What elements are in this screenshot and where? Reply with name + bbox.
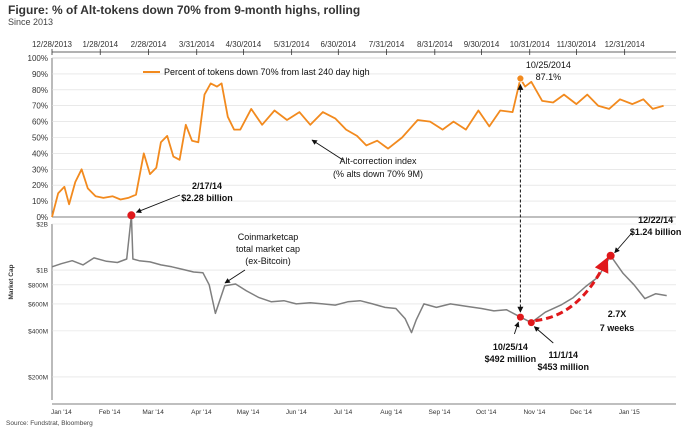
market-cap-sublabel-2: (ex-Bitcoin): [245, 256, 291, 266]
bottom-x-tick-label: May '14: [237, 409, 260, 416]
peak-value-label: 87.1%: [536, 72, 562, 82]
top-y-tick-label: 40%: [32, 149, 48, 158]
feb-date-label: 2/17/14: [192, 181, 222, 191]
top-date-tick-label: 7/31/2014: [369, 40, 405, 49]
dec22-value-label: $1.24 billion: [630, 227, 682, 237]
bottom-y-tick-label: $200M: [28, 374, 48, 381]
peak-point-marker: [516, 74, 525, 83]
market-cap-label: Coinmarketcap: [238, 232, 299, 242]
bottom-y-tick-label: $1B: [36, 268, 48, 275]
bottom-x-tick-label: Sep '14: [429, 409, 451, 416]
bottom-y-tick-label: $600M: [28, 301, 48, 308]
top-date-tick-label: 8/31/2014: [417, 40, 453, 49]
nov1-value-label: $453 million: [538, 362, 590, 372]
oct25-value-label: $492 million: [485, 354, 537, 364]
bottom-x-tick-label: Aug '14: [380, 409, 402, 416]
alt-index-sublabel: (% alts down 70% 9M): [333, 169, 423, 179]
top-y-tick-label: 0%: [36, 213, 48, 222]
point-marker-feb: [127, 211, 136, 220]
bottom-x-tick-label: Nov '14: [523, 409, 545, 416]
top-y-tick-label: 10%: [32, 197, 48, 206]
bottom-y-tick-label: $400M: [28, 328, 48, 335]
top-date-tick-label: 1/28/2014: [82, 40, 118, 49]
figure-subtitle: Since 2013: [8, 17, 54, 27]
dec22-date-label: 12/22/14: [638, 215, 673, 225]
top-date-tick-label: 5/31/2014: [274, 40, 310, 49]
top-y-tick-label: 50%: [32, 134, 48, 143]
market-cap-sublabel: total market cap: [236, 244, 300, 254]
top-date-tick-label: 12/31/2014: [605, 40, 646, 49]
market-cap-arrow: [224, 269, 246, 284]
bottom-x-tick-label: Oct '14: [476, 409, 497, 416]
top-y-tick-label: 30%: [32, 165, 48, 174]
top-date-tick-label: 12/28/2013: [32, 40, 73, 49]
source-note: Source: Fundstrat, Bloomberg: [6, 420, 93, 427]
top-y-tick-label: 100%: [28, 54, 48, 63]
oct25-date-label: 10/25/14: [493, 342, 528, 352]
legend-label: Percent of tokens down 70% from last 240…: [164, 67, 370, 77]
top-y-tick-label: 60%: [32, 118, 48, 127]
point-marker-nov1: [527, 319, 535, 327]
growth-multiple-label: 2.7X: [608, 309, 627, 319]
alt-index-arrow: [311, 139, 344, 161]
top-date-tick-label: 9/30/2014: [464, 40, 500, 49]
top-y-tick-label: 70%: [32, 102, 48, 111]
nov1-date-label: 11/1/14: [549, 350, 579, 360]
oct25-arrow: [513, 321, 520, 335]
bottom-x-tick-label: Jun '14: [286, 409, 307, 416]
top-y-tick-label: 90%: [32, 70, 48, 79]
bottom-x-tick-label: Mar '14: [142, 409, 164, 416]
dec22-arrow: [614, 231, 633, 254]
bottom-x-tick-label: Feb '14: [99, 409, 121, 416]
top-date-tick-label: 10/31/2014: [510, 40, 551, 49]
top-y-tick-label: 20%: [32, 181, 48, 190]
bottom-y-tick-label: $2B: [36, 222, 48, 229]
bottom-y-axis-title: Market Cap: [8, 264, 15, 299]
feb-value-label: $2.28 billion: [181, 193, 233, 203]
bottom-x-tick-label: Apr '14: [191, 409, 212, 416]
bottom-x-tick-label: Jan '15: [619, 409, 640, 416]
top-date-tick-label: 6/30/2014: [321, 40, 357, 49]
point-marker-oct25: [516, 313, 524, 321]
top-date-tick-label: 2/28/2014: [131, 40, 167, 49]
growth-arrow: [535, 257, 609, 323]
figure-title: Figure: % of Alt-tokens down 70% from 9-…: [8, 3, 361, 17]
bottom-x-tick-label: Jan '14: [51, 409, 72, 416]
alt-index-label: Alt-correction index: [339, 156, 417, 166]
series-line-alt-index: [51, 77, 664, 218]
top-y-tick-label: 80%: [32, 86, 48, 95]
series-line-market-cap: [51, 214, 667, 334]
top-date-tick-label: 11/30/2014: [557, 40, 597, 49]
peak-date-label: 10/25/2014: [526, 60, 571, 70]
bottom-y-tick-label: $800M: [28, 282, 48, 289]
growth-period-label: 7 weeks: [600, 323, 635, 333]
point-marker-dec22: [606, 251, 615, 260]
feb-arrow: [135, 194, 181, 214]
nov1-arrow: [533, 326, 554, 344]
top-date-tick-label: 3/31/2014: [179, 40, 215, 49]
top-date-tick-label: 4/30/2014: [226, 40, 262, 49]
bottom-x-tick-label: Dec '14: [570, 409, 592, 416]
bottom-x-tick-label: Jul '14: [334, 409, 353, 416]
